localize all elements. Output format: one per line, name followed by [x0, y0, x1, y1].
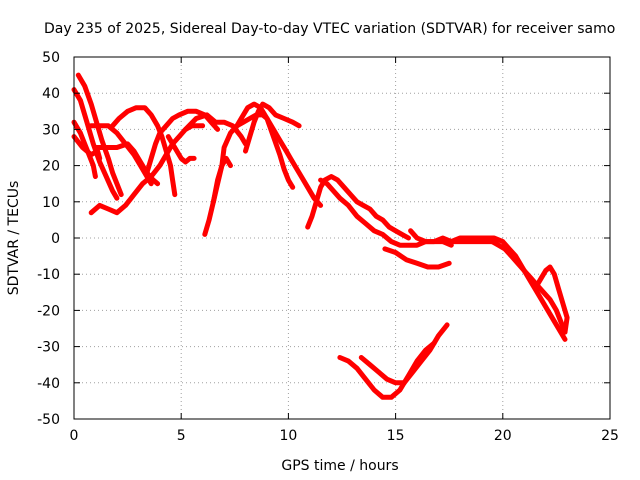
trace-arc-24 [358, 322, 450, 386]
y-tick-label: -50 [37, 412, 60, 428]
trace-arc-2 [75, 72, 124, 198]
trace-arc-8 [110, 105, 178, 198]
trace-arc-22 [534, 264, 570, 335]
x-tick-label: 5 [177, 428, 186, 444]
data-traces [71, 72, 570, 400]
y-tick-label: 0 [51, 231, 60, 247]
trace-arc-14 [232, 101, 296, 190]
trace-arc-16 [305, 174, 411, 241]
trace-arc-11 [202, 155, 233, 237]
y-tick-label: -40 [37, 376, 60, 392]
y-tick-label: 10 [42, 195, 60, 211]
trace-arc-23 [337, 340, 437, 400]
y-tick-label: -20 [37, 303, 60, 319]
chart-title: Day 235 of 2025, Sidereal Day-to-day VTE… [44, 21, 615, 37]
x-tick-label: 15 [387, 428, 405, 444]
axis-ticks: 0 5 10 15 20 25 50 40 30 20 10 0 -10 -20 -30 -40 -50 [37, 50, 619, 444]
y-tick-label: -10 [37, 267, 60, 283]
y-tick-label: 40 [42, 86, 60, 102]
x-tick-label: 25 [601, 428, 619, 444]
trace-arc-15 [243, 101, 302, 154]
trace-arc-18 [382, 246, 452, 270]
grid-lines [74, 57, 610, 419]
trace-arc-17 [318, 177, 454, 248]
trace-arc-21 [489, 239, 568, 335]
y-tick-label: 50 [42, 50, 60, 66]
trace-arc-20 [440, 235, 568, 342]
y-axis-label: SDTVAR / TECUs [6, 181, 22, 296]
trace-arc-9 [144, 108, 221, 176]
trace-arc-4 [71, 134, 103, 161]
y-tick-label: 20 [42, 159, 60, 175]
trace-arc-10 [165, 134, 197, 165]
x-tick-label: 10 [279, 428, 297, 444]
x-axis-label: GPS time / hours [281, 458, 398, 474]
trace-arc-13 [183, 112, 248, 147]
y-tick-label: -30 [37, 340, 60, 356]
x-tick-label: 20 [494, 428, 512, 444]
y-tick-label: 30 [42, 122, 60, 138]
x-tick-label: 0 [70, 428, 79, 444]
